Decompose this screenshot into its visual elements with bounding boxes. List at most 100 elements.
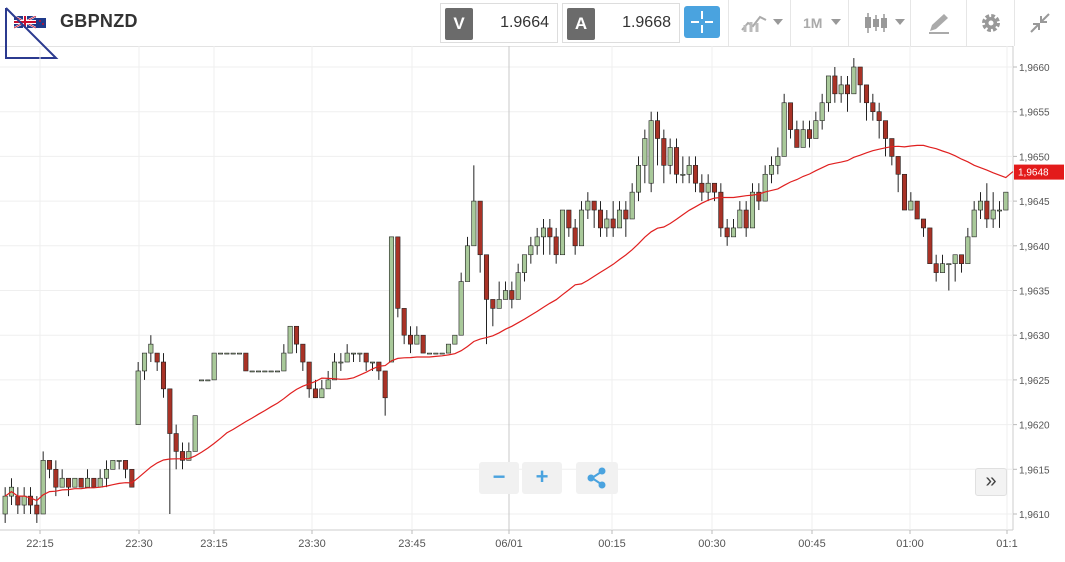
candle-body <box>426 352 433 355</box>
x-tick-label: 23:45 <box>398 538 426 550</box>
x-tick-label: 01:00 <box>896 538 924 550</box>
y-tick-label: 1,9650 <box>1019 152 1050 163</box>
indicators-button[interactable] <box>728 0 791 46</box>
candle-body <box>882 120 889 139</box>
candle-body <box>154 352 160 363</box>
candle-body <box>939 263 946 273</box>
chevron-down-icon <box>895 19 905 25</box>
candle-body <box>464 245 471 282</box>
candle-body <box>243 352 249 372</box>
candle-body <box>528 245 534 256</box>
candle-body <box>965 236 971 264</box>
candle-body <box>274 370 281 373</box>
indicators-icon <box>741 15 767 32</box>
candle-body <box>388 236 395 363</box>
zoom-out-button[interactable]: − <box>479 462 519 494</box>
candle-body <box>110 460 116 470</box>
candle-body <box>863 84 870 104</box>
y-tick-label: 1,9655 <box>1019 108 1050 119</box>
candle-body <box>768 165 775 175</box>
share-button[interactable] <box>576 462 618 494</box>
candle-body <box>775 156 781 166</box>
x-tick-label: 01:1 <box>996 538 1017 550</box>
bid-tag: V <box>445 8 473 40</box>
candle-body <box>363 352 369 363</box>
x-tick-label: 23:15 <box>200 538 228 550</box>
candle-body <box>661 138 667 166</box>
candle-body <box>445 343 452 354</box>
candle-body <box>787 102 794 130</box>
candle-body <box>21 495 27 506</box>
ask-tag: A <box>567 8 595 40</box>
candle-body <box>167 388 173 434</box>
candle-body <box>148 343 154 354</box>
candle-body <box>186 451 192 461</box>
x-tick-label: 23:30 <box>298 538 326 550</box>
candle-body <box>230 352 236 355</box>
chart-type-selector[interactable] <box>848 0 911 46</box>
candle-body <box>160 361 167 390</box>
settings-button[interactable] <box>966 0 1015 46</box>
share-icon <box>587 467 606 489</box>
candle-body <box>977 200 984 211</box>
candle-body <box>496 299 502 309</box>
candle-body <box>534 236 540 247</box>
chart-toolbar: GBPNZD V 1.9664 A 1.9668 1M <box>0 0 1065 59</box>
moving-average-line <box>4 144 1014 502</box>
candle-body <box>610 218 616 229</box>
y-tick-label: 1,9630 <box>1019 331 1050 342</box>
candle-body <box>477 200 483 256</box>
zoom-in-button[interactable]: + <box>522 462 562 494</box>
candle-body <box>927 227 933 264</box>
candle-body <box>629 191 635 220</box>
candle-body <box>350 352 357 355</box>
ask-price-button[interactable]: A 1.9668 <box>562 3 680 43</box>
candle-body <box>806 129 813 139</box>
candle-body <box>591 200 597 211</box>
drawing-tools-button[interactable] <box>910 0 967 46</box>
price-chart[interactable]: 1,9610 1,9615 1,9620 1,9625 1,9630 1,9635 1,96… <box>0 46 1065 562</box>
candle-body <box>509 290 515 300</box>
collapse-arrows-icon <box>1030 13 1050 33</box>
collapse-button[interactable] <box>1014 0 1065 46</box>
candle-body <box>946 263 952 265</box>
candle-body <box>996 209 1003 212</box>
candle-body <box>395 236 401 309</box>
uk-flag-icon <box>14 16 46 29</box>
candle-body <box>971 209 977 238</box>
candle-body <box>407 334 414 345</box>
candle-body <box>832 75 838 95</box>
candle-body <box>192 415 198 452</box>
candle-body <box>268 370 274 373</box>
instrument-symbol[interactable]: GBPNZD <box>60 11 138 31</box>
candle-body <box>857 66 863 86</box>
candle-body <box>851 66 857 95</box>
candle-body <box>46 460 53 470</box>
y-tick-label: 1,9635 <box>1019 287 1050 298</box>
crosshair-button[interactable] <box>684 6 720 38</box>
y-tick-label: 1,9640 <box>1019 242 1050 253</box>
candle-body <box>559 209 566 256</box>
candle-body <box>825 75 832 104</box>
timeframe-selector[interactable]: 1M <box>790 0 849 46</box>
candle-body <box>27 495 34 506</box>
candle-body <box>794 129 800 148</box>
candle-body <box>876 111 882 121</box>
y-tick-label: 1,9610 <box>1019 510 1050 521</box>
candle-body <box>990 209 996 220</box>
candle-body <box>623 209 629 220</box>
candle-body <box>40 460 46 515</box>
candle-body <box>800 129 806 148</box>
candle-body <box>540 227 547 238</box>
candle-body <box>901 173 908 211</box>
candle-body <box>699 182 705 193</box>
candle-body <box>933 263 939 273</box>
scroll-to-end-button[interactable]: » <box>975 468 1007 496</box>
candle-body <box>129 468 135 488</box>
candle-body <box>103 468 110 479</box>
candle-body <box>737 209 743 229</box>
bid-price-button[interactable]: V 1.9664 <box>440 3 558 43</box>
candle-body <box>914 200 920 220</box>
bid-price: 1.9664 <box>500 14 549 31</box>
x-tick-label: 00:15 <box>598 538 626 550</box>
